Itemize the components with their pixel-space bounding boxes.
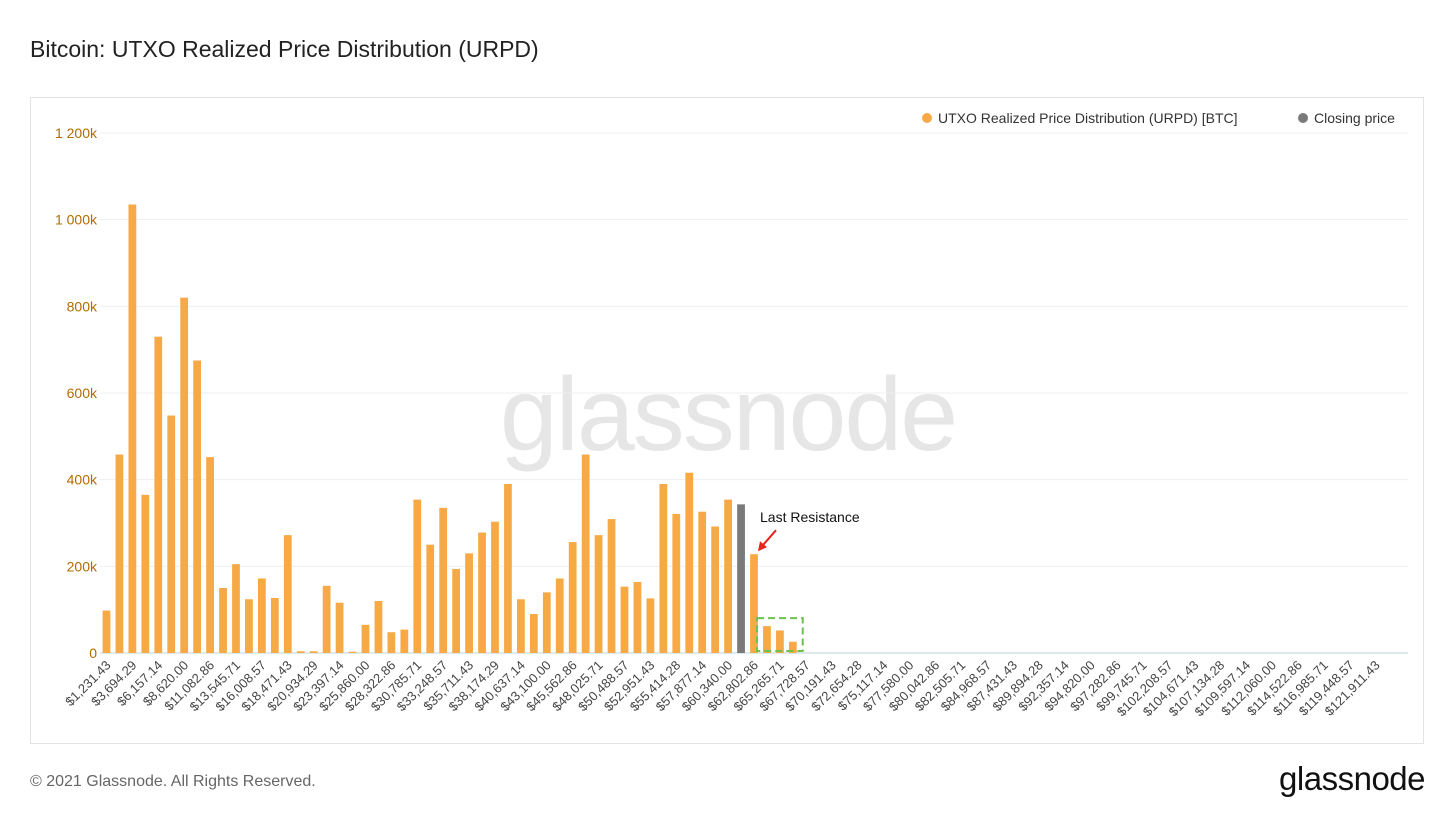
bar[interactable] <box>776 630 784 653</box>
bar[interactable] <box>257 578 266 653</box>
bar[interactable] <box>581 454 590 653</box>
legend-dot-urpd <box>922 113 932 123</box>
bar[interactable] <box>646 598 655 653</box>
bar[interactable] <box>763 626 771 653</box>
bar[interactable] <box>361 624 370 653</box>
bar-layer <box>102 204 797 654</box>
annotation-label: Last Resistance <box>760 509 860 525</box>
bar[interactable] <box>335 602 344 653</box>
legend-label-urpd: UTXO Realized Price Distribution (URPD) … <box>938 110 1238 126</box>
chart-frame <box>30 97 1424 744</box>
y-tick-label: 1 200k <box>55 125 98 141</box>
y-tick-label: 0 <box>89 645 97 661</box>
highlight-box <box>756 617 804 653</box>
footer-logo: glassnode <box>1279 760 1425 797</box>
y-axis: 0 200k 400k 600k 800k 1 000k 1 200k <box>55 125 98 661</box>
bar[interactable] <box>478 532 486 653</box>
bar[interactable] <box>309 651 318 653</box>
bar[interactable] <box>141 494 150 653</box>
bar[interactable] <box>102 610 111 653</box>
bar[interactable] <box>128 204 137 654</box>
legend-dot-closing <box>1298 113 1308 123</box>
bar[interactable] <box>607 519 616 653</box>
bar[interactable] <box>504 484 512 653</box>
bar[interactable] <box>270 597 279 653</box>
y-tick-label: 1 000k <box>55 212 98 228</box>
bar[interactable] <box>659 484 668 653</box>
bar[interactable] <box>283 535 292 653</box>
bar[interactable] <box>698 511 707 653</box>
annotation-arrowhead <box>758 541 767 552</box>
bar[interactable] <box>685 472 694 653</box>
bar[interactable] <box>426 544 435 653</box>
legend-label-closing: Closing price <box>1314 110 1395 126</box>
y-tick-label: 400k <box>67 472 98 488</box>
bar[interactable] <box>193 360 202 654</box>
bar[interactable] <box>219 588 227 653</box>
annotation-layer: Last Resistance <box>756 509 860 653</box>
bar[interactable] <box>620 586 629 653</box>
page-title: Bitcoin: UTXO Realized Price Distributio… <box>30 36 539 62</box>
closing-price-bar[interactable] <box>737 504 745 653</box>
bar[interactable] <box>517 599 525 653</box>
bar[interactable] <box>724 499 732 653</box>
bar[interactable] <box>711 526 720 653</box>
bar[interactable] <box>542 592 551 653</box>
bar[interactable] <box>167 415 176 653</box>
bar[interactable] <box>672 513 681 653</box>
legend-item-closing[interactable]: Closing price <box>1298 110 1395 126</box>
annotation-arrow <box>761 529 777 547</box>
bar[interactable] <box>594 535 603 653</box>
x-axis: $1,231.43$3,694.29$6,157.14$8,620.00$11,… <box>62 658 1383 720</box>
bar[interactable] <box>206 457 214 653</box>
bar[interactable] <box>400 629 409 653</box>
bar[interactable] <box>154 336 163 653</box>
y-tick-label: 200k <box>67 558 98 574</box>
watermark: glassnode <box>500 357 956 473</box>
bar[interactable] <box>245 599 253 653</box>
bar[interactable] <box>465 553 473 653</box>
bar[interactable] <box>115 454 124 653</box>
legend-item-urpd[interactable]: UTXO Realized Price Distribution (URPD) … <box>922 110 1238 126</box>
bar[interactable] <box>750 554 758 653</box>
y-tick-label: 800k <box>67 298 98 314</box>
bar[interactable] <box>348 651 357 653</box>
bar[interactable] <box>296 651 305 653</box>
bar[interactable] <box>555 578 564 653</box>
bar[interactable] <box>413 499 422 653</box>
bar[interactable] <box>180 297 189 653</box>
bar[interactable] <box>452 568 461 653</box>
bar[interactable] <box>568 542 577 653</box>
bar[interactable] <box>633 581 642 653</box>
bar[interactable] <box>529 614 538 653</box>
bar[interactable] <box>322 585 331 653</box>
footer-copyright: © 2021 Glassnode. All Rights Reserved. <box>30 773 316 790</box>
y-tick-label: 600k <box>67 385 98 401</box>
bar[interactable] <box>387 632 396 653</box>
bar[interactable] <box>232 564 240 653</box>
bar[interactable] <box>374 601 383 653</box>
bar[interactable] <box>788 641 797 653</box>
bar[interactable] <box>491 521 499 653</box>
bar[interactable] <box>439 507 448 653</box>
